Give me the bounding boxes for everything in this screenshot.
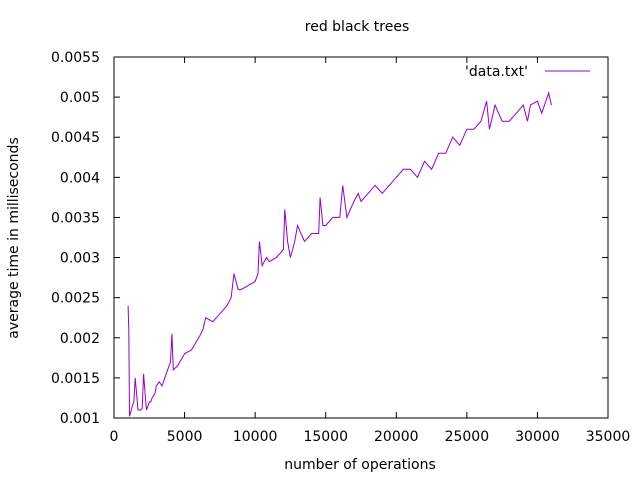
ticks: 0 5000 10000 15000 20000 25000 30000 35000 0.001…: [51, 50, 630, 445]
y-axis-label: average time in milliseconds: [6, 137, 22, 338]
x-tick-label: 0: [110, 429, 119, 445]
x-tick-label: 30000: [515, 429, 560, 445]
y-tick-label: 0.0055: [51, 50, 100, 66]
y-tick-label: 0.003: [60, 251, 100, 267]
x-tick-label: 5000: [167, 429, 203, 445]
y-tick-label: 0.002: [60, 331, 100, 347]
x-tick-label: 15000: [303, 429, 348, 445]
x-tick-label: 35000: [586, 429, 631, 445]
y-tick-label: 0.0045: [51, 130, 100, 146]
legend-label: 'data.txt': [465, 64, 528, 80]
x-axis-label: number of operations: [284, 457, 436, 473]
y-tick-label: 0.005: [60, 90, 100, 106]
y-tick-label: 0.001: [60, 411, 100, 427]
x-tick-label: 20000: [374, 429, 419, 445]
x-tick-label: 10000: [233, 429, 278, 445]
y-tick-label: 0.0025: [51, 291, 100, 307]
series-line: [127, 91, 552, 417]
y-tick-label: 0.004: [60, 170, 100, 186]
chart-title: red black trees: [305, 19, 409, 35]
x-tick-label: 25000: [445, 429, 490, 445]
legend: 'data.txt': [465, 64, 590, 80]
series-layer: [127, 91, 552, 417]
y-tick-label: 0.0015: [51, 371, 100, 387]
plot-area-border: [113, 56, 609, 419]
y-tick-label: 0.0035: [51, 210, 100, 226]
